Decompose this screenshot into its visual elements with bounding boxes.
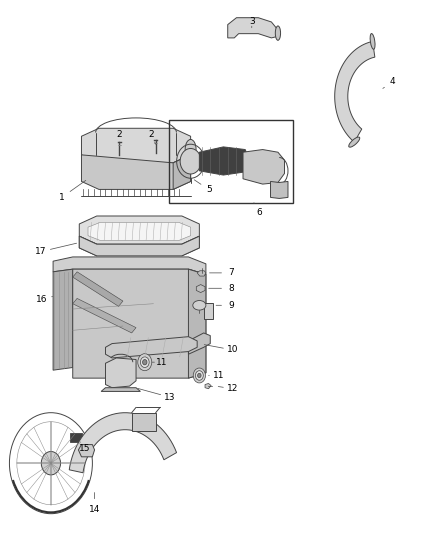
Polygon shape <box>271 181 288 198</box>
Polygon shape <box>81 128 191 163</box>
Text: 3: 3 <box>249 18 254 27</box>
Ellipse shape <box>185 140 196 160</box>
Text: 11: 11 <box>213 371 225 380</box>
Polygon shape <box>69 413 177 473</box>
Polygon shape <box>243 150 285 184</box>
Polygon shape <box>101 387 141 391</box>
Polygon shape <box>188 269 206 378</box>
Circle shape <box>41 451 60 475</box>
Polygon shape <box>79 216 199 244</box>
Circle shape <box>138 354 152 370</box>
Polygon shape <box>78 445 95 457</box>
Polygon shape <box>81 155 191 189</box>
Text: 5: 5 <box>207 185 212 195</box>
Polygon shape <box>205 383 211 389</box>
Bar <box>204 303 213 319</box>
Polygon shape <box>199 147 247 175</box>
Polygon shape <box>106 337 197 358</box>
Polygon shape <box>79 236 199 256</box>
Polygon shape <box>197 271 206 276</box>
Ellipse shape <box>370 34 375 49</box>
Ellipse shape <box>193 301 206 310</box>
Text: 10: 10 <box>227 345 239 354</box>
Text: 6: 6 <box>256 208 262 217</box>
Polygon shape <box>79 236 97 256</box>
Polygon shape <box>73 298 136 333</box>
Polygon shape <box>182 236 199 256</box>
Polygon shape <box>132 413 155 431</box>
Text: 14: 14 <box>89 505 100 514</box>
Text: 2: 2 <box>117 130 122 139</box>
Circle shape <box>193 368 205 383</box>
Text: 8: 8 <box>228 284 234 293</box>
Polygon shape <box>53 257 206 274</box>
Text: 4: 4 <box>390 77 396 86</box>
Text: 12: 12 <box>227 384 239 393</box>
Polygon shape <box>335 42 375 142</box>
Circle shape <box>143 360 147 365</box>
Circle shape <box>180 149 201 174</box>
Polygon shape <box>53 269 73 370</box>
Polygon shape <box>173 155 191 189</box>
Text: 17: 17 <box>35 247 46 256</box>
Text: 7: 7 <box>228 269 234 277</box>
Text: 2: 2 <box>148 130 154 139</box>
Polygon shape <box>106 358 136 387</box>
Text: 15: 15 <box>79 444 91 453</box>
Polygon shape <box>188 333 210 354</box>
Circle shape <box>141 357 149 368</box>
Text: 16: 16 <box>36 295 48 304</box>
Bar <box>70 433 82 442</box>
Polygon shape <box>73 269 206 378</box>
Polygon shape <box>88 222 191 240</box>
Bar <box>169 120 293 203</box>
Polygon shape <box>228 18 278 38</box>
Text: 1: 1 <box>59 193 65 202</box>
Ellipse shape <box>276 26 281 41</box>
Text: 9: 9 <box>228 301 234 310</box>
Polygon shape <box>196 285 205 293</box>
Circle shape <box>198 373 201 377</box>
Text: 13: 13 <box>164 393 176 402</box>
Ellipse shape <box>349 137 360 147</box>
Text: 11: 11 <box>155 358 167 367</box>
Polygon shape <box>73 272 123 306</box>
Circle shape <box>195 370 203 380</box>
